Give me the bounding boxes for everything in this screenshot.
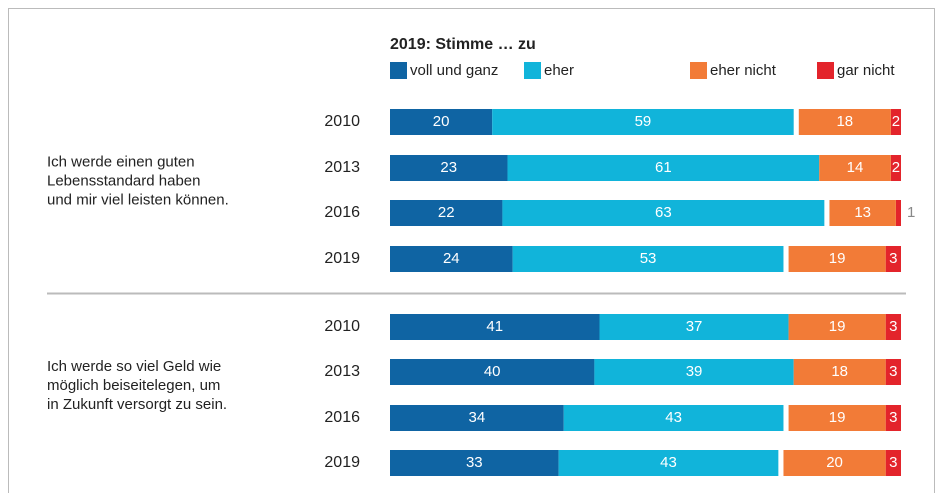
value-label: 19 <box>829 318 846 335</box>
value-label: 19 <box>829 409 846 426</box>
value-label: 23 <box>440 159 457 176</box>
value-label: 63 <box>655 204 672 221</box>
value-label: 43 <box>665 409 682 426</box>
value-label: 33 <box>466 454 483 471</box>
bar-segment <box>390 155 508 181</box>
value-label: 24 <box>443 250 460 267</box>
value-label: 18 <box>836 113 853 130</box>
value-label: 3 <box>889 409 897 426</box>
value-label: 40 <box>484 363 501 380</box>
year-label: 2019 <box>324 454 360 471</box>
bar-segment <box>885 246 901 272</box>
value-label: 3 <box>889 363 897 380</box>
bar-segment <box>558 450 779 476</box>
bar-segment <box>885 359 901 385</box>
bar-segment <box>390 450 559 476</box>
bar-segment <box>895 200 901 226</box>
bar-segment <box>819 155 891 181</box>
bar-segment <box>512 246 784 272</box>
year-label: 2010 <box>324 318 360 335</box>
group-label: möglich beiseitelegen, um <box>47 377 220 394</box>
legend-title: 2019: Stimme … zu <box>390 36 536 53</box>
bar-segment <box>885 450 901 476</box>
legend-swatch <box>524 62 541 79</box>
value-label: 2 <box>892 113 900 130</box>
bar-segment <box>502 200 825 226</box>
bar-segment <box>594 359 794 385</box>
legend-label: eher nicht <box>710 62 777 79</box>
bar-segment <box>798 109 891 135</box>
year-label: 2013 <box>324 363 360 380</box>
legend-label: eher <box>544 62 574 79</box>
value-label: 59 <box>635 113 652 130</box>
bar-segment <box>563 405 784 431</box>
legend-swatch <box>690 62 707 79</box>
value-label: 34 <box>469 409 486 426</box>
bar-segment <box>793 359 886 385</box>
value-label: 14 <box>847 159 864 176</box>
value-label: 3 <box>889 454 897 471</box>
bar-segment <box>599 314 789 340</box>
value-label: 41 <box>486 318 503 335</box>
value-label: 13 <box>854 204 871 221</box>
value-label: 22 <box>438 204 455 221</box>
value-label: 3 <box>889 250 897 267</box>
value-label: 43 <box>660 454 677 471</box>
bar-segment <box>885 314 901 340</box>
group-label: Ich werde so viel Geld wie <box>47 358 221 375</box>
bar-segment <box>390 109 493 135</box>
bar-segment <box>783 450 886 476</box>
bar-segment <box>788 246 886 272</box>
value-label: 18 <box>831 363 848 380</box>
frame <box>8 8 935 493</box>
bar-segment <box>390 246 513 272</box>
bar-segment <box>788 405 886 431</box>
bar-segment <box>492 109 794 135</box>
value-label: 61 <box>655 159 672 176</box>
bar-segment <box>890 155 901 181</box>
bar-segment <box>390 405 564 431</box>
value-label: 39 <box>686 363 703 380</box>
value-label: 53 <box>640 250 657 267</box>
value-label: 37 <box>686 318 703 335</box>
year-label: 2010 <box>324 113 360 130</box>
value-label: 19 <box>829 250 846 267</box>
value-label: 2 <box>892 159 900 176</box>
bar-segment <box>390 359 595 385</box>
bar-segment <box>788 314 886 340</box>
year-label: 2013 <box>324 159 360 176</box>
value-label: 1 <box>907 204 915 221</box>
bar-segment <box>390 314 600 340</box>
group-label: Ich werde einen guten <box>47 153 195 170</box>
legend-swatch <box>817 62 834 79</box>
bar-segment <box>390 200 503 226</box>
legend-label: gar nicht <box>837 62 895 79</box>
value-label: 20 <box>826 454 843 471</box>
group-label: in Zukunft versorgt zu sein. <box>47 396 227 413</box>
bar-segment <box>829 200 896 226</box>
group-label: und mir viel leisten können. <box>47 191 229 208</box>
year-label: 2016 <box>324 204 360 221</box>
year-label: 2016 <box>324 409 360 426</box>
value-label: 20 <box>433 113 450 130</box>
group-label: Lebensstandard haben <box>47 172 200 189</box>
bar-segment <box>890 109 901 135</box>
legend-label: voll und ganz <box>410 62 498 79</box>
bar-segment <box>507 155 820 181</box>
year-label: 2019 <box>324 250 360 267</box>
value-label: 3 <box>889 318 897 335</box>
legend-swatch <box>390 62 407 79</box>
bar-segment <box>885 405 901 431</box>
